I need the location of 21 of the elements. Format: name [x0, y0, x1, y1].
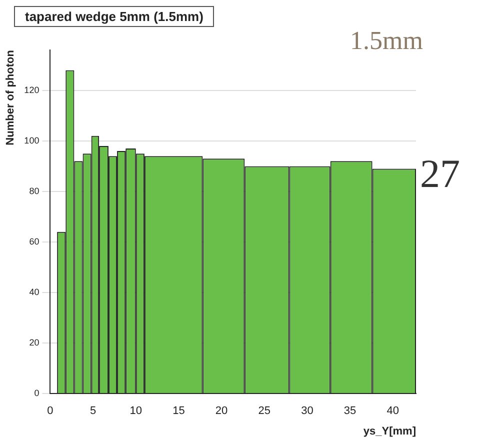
y-tick-label: 100	[24, 135, 40, 146]
x-tick-label: 20	[215, 405, 228, 418]
chart-title: tapared wedge 5mm (1.5mm)	[14, 6, 214, 27]
x-tick-label: 10	[130, 405, 142, 418]
x-tick-label: 15	[172, 405, 185, 418]
x-tick-label: 25	[258, 405, 270, 418]
y-tick-label: 120	[24, 84, 40, 95]
y-tick-label: 40	[29, 287, 40, 298]
y-tick-label: 20	[29, 338, 40, 348]
x-tick-label: 30	[301, 405, 314, 418]
y-tick-label: 60	[29, 236, 40, 246]
x-tick-label: 0	[47, 405, 54, 418]
annotation: 1.5mm	[350, 26, 423, 56]
y-tick-label: 80	[29, 186, 40, 196]
text: 27	[420, 150, 460, 197]
y-axis-title: Number of photon	[4, 50, 17, 146]
x-tick-label: 35	[344, 405, 356, 418]
x-tick-label: 5	[90, 405, 96, 418]
y-tick-label: 0	[34, 388, 40, 398]
x-tick-label: 40	[386, 405, 399, 418]
x-axis-title: ys_Y[mm]	[363, 425, 416, 438]
